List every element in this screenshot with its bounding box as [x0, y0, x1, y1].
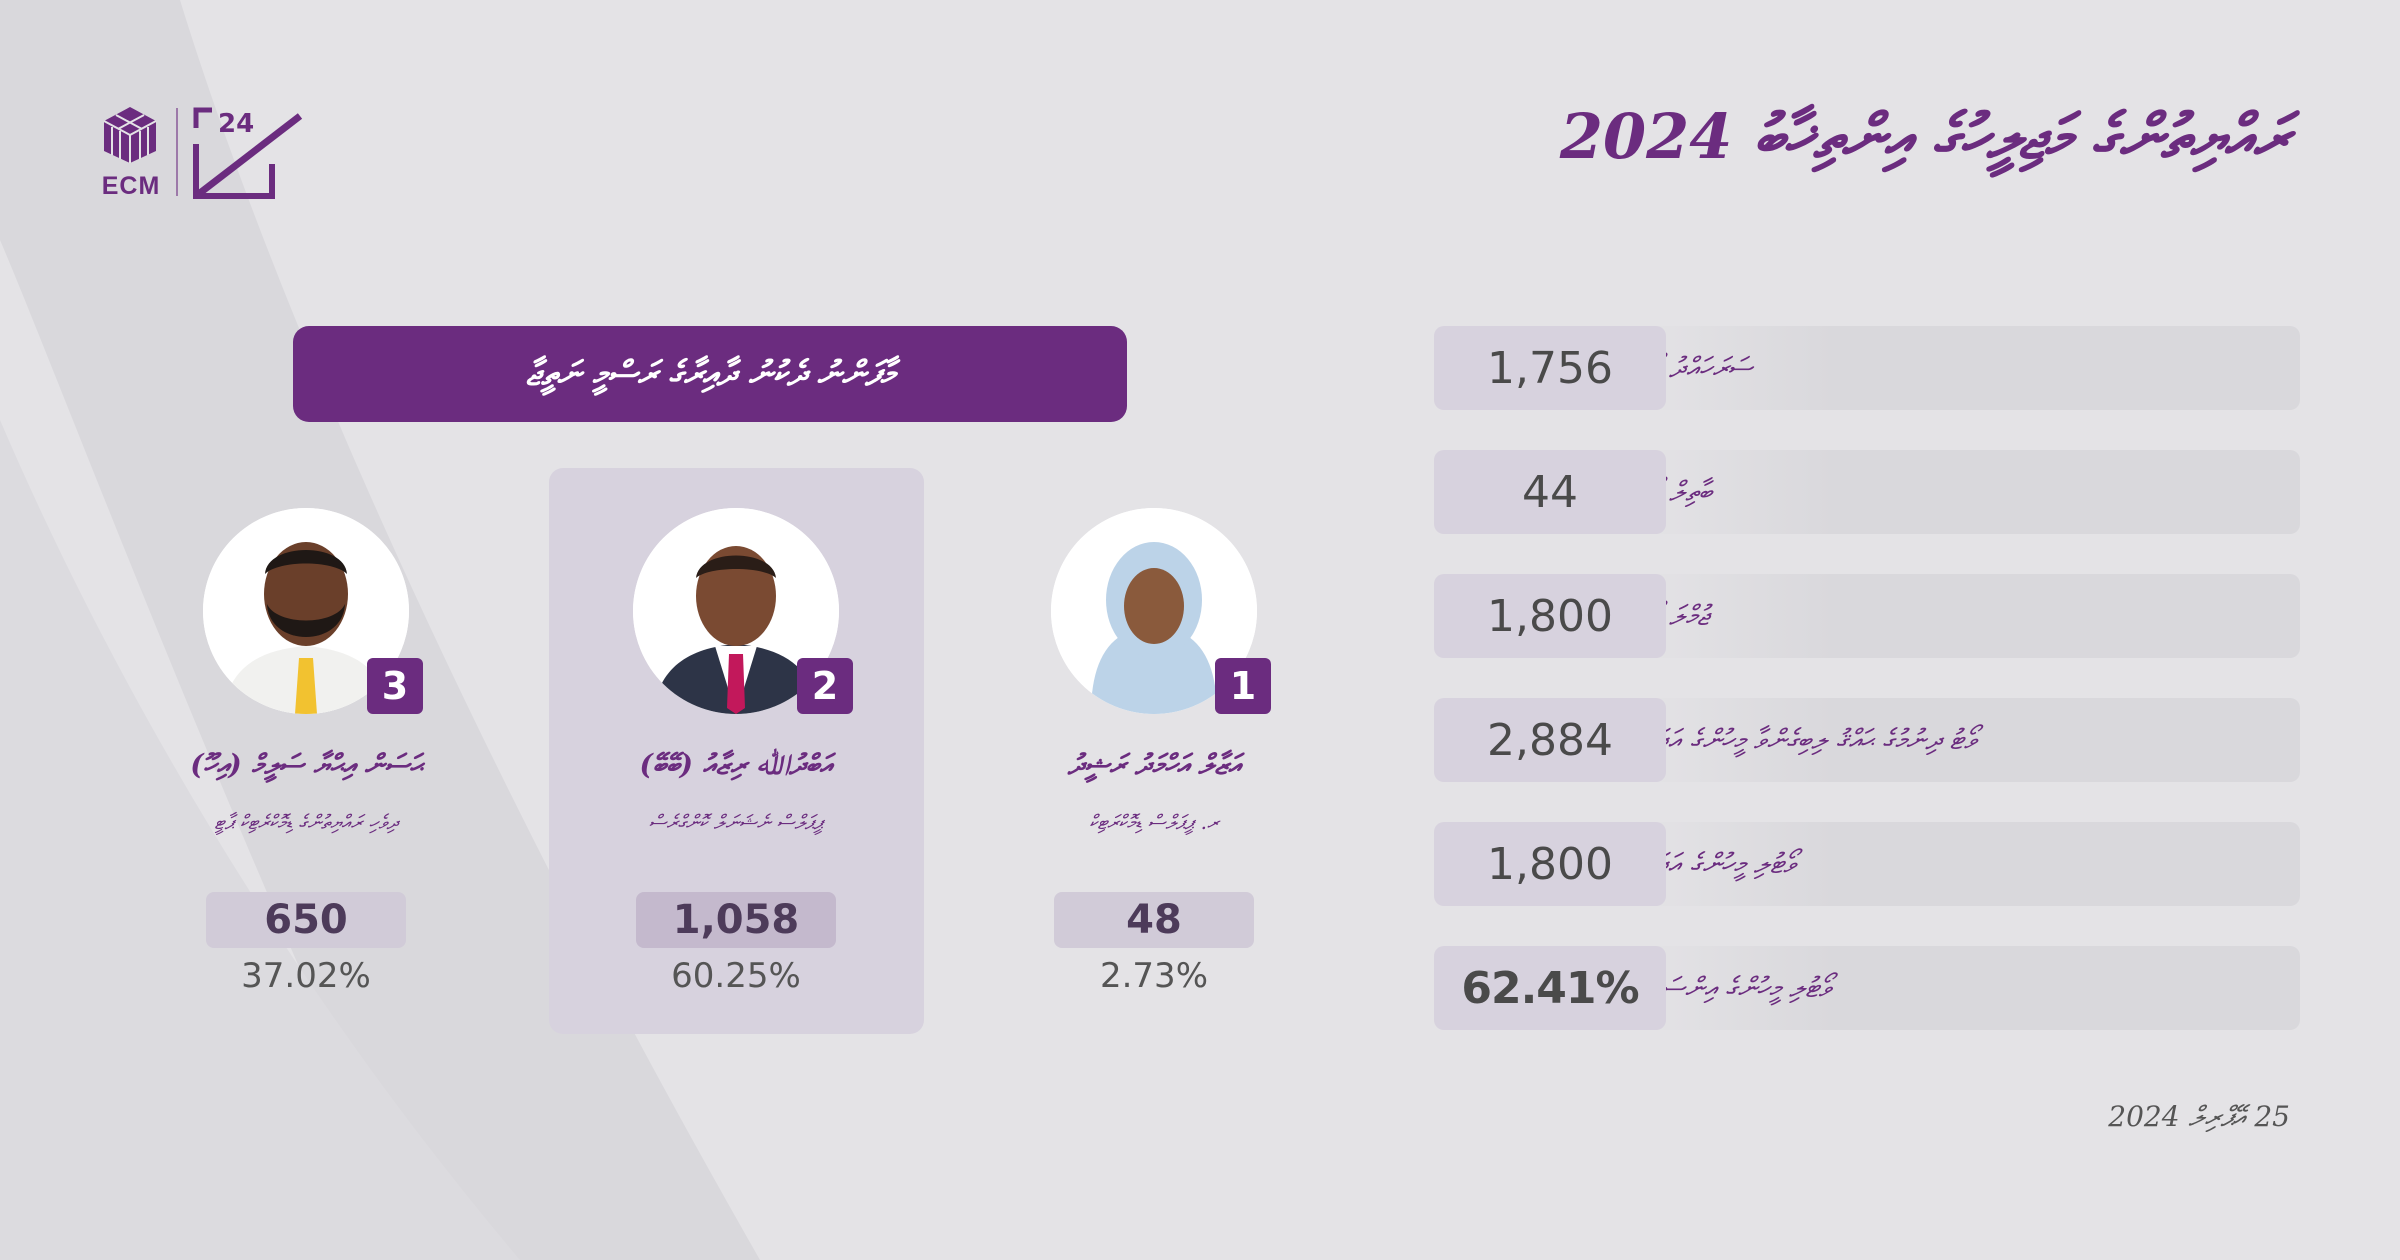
ballot-check-icon: 24 — [193, 107, 303, 199]
stat-value: 1,756 — [1434, 326, 1666, 410]
candidate-number-badge: 3 — [367, 658, 423, 714]
candidate-card-3: 3 ޙަސަން އިޙްޔާ ސަލީމް (އިހޫ) ދިވެހި ރައ… — [116, 508, 496, 1008]
stat-value: 2,884 — [1434, 698, 1666, 782]
constituency-banner: މާފަންނު ދެކުނު ދާއިރާގެ ރަސްމީ ނަތީޖާ — [293, 326, 1127, 422]
candidate-votes: 1,058 — [636, 892, 836, 948]
ecm-logo: ECM 24 — [100, 100, 310, 210]
ecm-logo-text: ECM — [101, 172, 161, 200]
candidate-name: ޙަސަން އިޙްޔާ ސަލީމް (އިހޫ) — [190, 748, 422, 781]
candidate-photo — [203, 508, 409, 714]
page-title: ރައްޔިތުންގެ މަޖިލީހުގެ އިންތިޚާބު 2024 — [1559, 100, 2290, 173]
candidate-card-2: 2 އަބްދުﷲ ރިޒާއު (ބޭބޭ) ޕީޕަލްސް ނެޝަނަލ… — [546, 508, 926, 1008]
person-avatar-icon — [203, 508, 409, 714]
stat-label: ވޯޓުލި މީހުންގެ އަދަދު — [1634, 822, 2300, 906]
candidate-photo — [633, 508, 839, 714]
stat-row-total-votes: ޖުމްލަ ވޯޓު 1,800 — [1434, 574, 2300, 658]
stat-value: 1,800 — [1434, 574, 1666, 658]
stat-value: 1,800 — [1434, 822, 1666, 906]
ecm-cube-icon — [103, 107, 157, 163]
candidate-party: ރ. ޕީޕަލްސް ޑިމޮކްރަޓިކް — [1089, 810, 1219, 834]
person-avatar-icon — [633, 508, 839, 714]
candidate-number-badge: 2 — [797, 658, 853, 714]
stat-row-invalid-votes: ބާތިލް ވޯޓު 44 — [1434, 450, 2300, 534]
candidate-party: ދިވެހި ރައްޔިތުންގެ ޑިމޮކްރެޓިކް ޕާޓީ — [214, 810, 398, 834]
stat-label: ވޯޓުލި މީހުންގެ އިންސައްތަ — [1634, 946, 2300, 1030]
candidate-votes: 650 — [206, 892, 406, 948]
candidate-party: ޕީޕަލްސް ނެޝަނަލް ކޮންގްރެސް — [648, 810, 824, 834]
svg-text:24: 24 — [218, 109, 254, 139]
logo-divider — [176, 108, 178, 196]
result-date: 25 އޭޕްރިލް 2024 — [2108, 1100, 2290, 1133]
candidate-card-1: 1 އަޒާލް އަހްމަދު ރަޝީދު ރ. ޕީޕަލްސް ޑިމ… — [964, 508, 1344, 1008]
stat-value: 62.41% — [1434, 946, 1666, 1030]
stat-row-eligible-voters: ވޯޓު ދިނުމުގެ ޙައްޤު ލިބިގެންވާ މީހުންގެ… — [1434, 698, 2300, 782]
candidate-name: އަޒާލް އަހްމަދު ރަޝީދު — [1067, 748, 1241, 781]
candidate-votes: 48 — [1054, 892, 1254, 948]
stat-row-turnout-percent: ވޯޓުލި މީހުންގެ އިންސައްތަ 62.41% — [1434, 946, 2300, 1030]
candidate-percent: 2.73% — [1099, 956, 1208, 996]
stat-label: ބާތިލް ވޯޓު — [1634, 450, 2300, 534]
candidate-number-badge: 1 — [1215, 658, 1271, 714]
stat-row-area-votes: ސަރަހައްދު ވޯޓު 1,756 — [1434, 326, 2300, 410]
candidate-name: އަބްދުﷲ ރިޒާއު (ބޭބޭ) — [639, 748, 833, 781]
candidate-percent: 37.02% — [241, 956, 371, 996]
stat-label: ޖުމްލަ ވޯޓު — [1634, 574, 2300, 658]
stat-label: ސަރަހައްދު ވޯޓު — [1634, 326, 2300, 410]
stat-label: ވޯޓު ދިނުމުގެ ޙައްޤު ލިބިގެންވާ މީހުންގެ… — [1634, 698, 2300, 782]
stat-row-voters-count: ވޯޓުލި މީހުންގެ އަދަދު 1,800 — [1434, 822, 2300, 906]
stat-value: 44 — [1434, 450, 1666, 534]
candidate-percent: 60.25% — [671, 956, 801, 996]
